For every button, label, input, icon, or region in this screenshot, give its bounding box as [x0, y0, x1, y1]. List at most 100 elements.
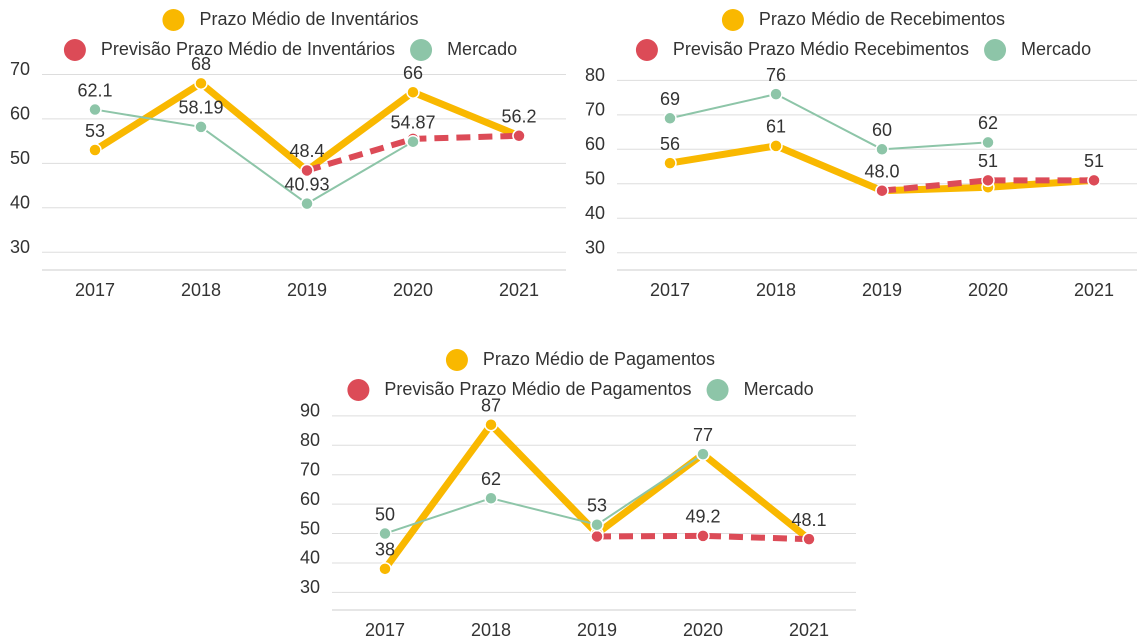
chart: 30 40 50 60 70 2017 2018 2019 2020 2021 Prazo Médi… [10, 9, 566, 300]
data-label: 48.1 [791, 510, 826, 530]
data-label: 62 [978, 113, 998, 133]
data-point [875, 142, 889, 157]
data-label: 51 [1084, 151, 1104, 171]
legend-marker [706, 379, 729, 401]
data-label: 69 [660, 89, 680, 109]
data-point [769, 139, 783, 153]
data-point [378, 562, 392, 576]
y-tick-label: 90 [300, 401, 320, 421]
y-tick-label: 30 [585, 238, 605, 258]
x-tick-label: 2020 [968, 280, 1008, 300]
data-label: 53 [85, 121, 105, 141]
legend-label: Prazo Médio de Recebimentos [759, 9, 1005, 29]
y-tick-label: 70 [300, 459, 320, 479]
data-label: 68 [191, 54, 211, 74]
y-tick-label: 80 [585, 65, 605, 85]
x-tick-label: 2021 [499, 280, 539, 300]
data-point [300, 196, 314, 211]
x-tick-label: 2018 [471, 620, 511, 639]
data-point [484, 491, 498, 505]
legend-label: Prazo Médio de Inventários [199, 9, 418, 29]
y-tick-label: 50 [300, 518, 320, 538]
y-tick-label: 40 [10, 193, 30, 213]
data-point [696, 447, 710, 461]
data-label: 49.2 [685, 507, 720, 527]
legend-marker [347, 379, 370, 401]
data-point [194, 76, 208, 91]
series-line [94, 108, 414, 205]
data-label: 40.93 [284, 174, 329, 194]
data-label: 54.87 [390, 112, 435, 132]
data-point [484, 417, 498, 432]
y-tick-label: 30 [10, 237, 30, 257]
data-label: 56.2 [501, 107, 536, 127]
data-label: 66 [403, 63, 423, 83]
x-tick-label: 2020 [393, 280, 433, 300]
data-point [88, 102, 102, 117]
y-tick-label: 60 [585, 134, 605, 154]
legend-label: Previsão Prazo Médio de Pagamentos [384, 379, 691, 399]
x-tick-label: 2018 [756, 280, 796, 300]
data-point [875, 183, 889, 198]
data-label: 50 [375, 504, 395, 524]
data-label: 61 [766, 117, 786, 137]
data-label: 77 [693, 425, 713, 445]
x-tick-label: 2018 [181, 280, 221, 300]
y-tick-label: 70 [585, 100, 605, 120]
y-tick-label: 30 [300, 577, 320, 597]
chart: 30 40 50 60 70 80 90 2017 2018 2019 2020 2021 Prazo … [300, 349, 856, 639]
legend-marker [721, 9, 744, 31]
data-point [300, 163, 314, 178]
data-point [769, 87, 783, 101]
legend-marker [445, 349, 468, 371]
data-label: 76 [766, 65, 786, 85]
series-line [596, 532, 810, 543]
data-point [802, 532, 816, 546]
data-label: 62 [481, 469, 501, 489]
x-tick-label: 2019 [862, 280, 902, 300]
legend-marker [63, 39, 86, 61]
series-line [669, 93, 989, 151]
legend-marker [410, 39, 433, 61]
data-point [663, 111, 677, 126]
series-line [881, 177, 1094, 194]
data-label: 51 [978, 151, 998, 171]
legend-marker [162, 9, 185, 31]
data-point [663, 156, 677, 170]
x-tick-label: 2019 [577, 620, 617, 639]
data-point [981, 173, 995, 188]
legend-label: Mercado [447, 39, 517, 59]
y-tick-label: 60 [10, 104, 30, 124]
y-tick-label: 50 [10, 148, 30, 168]
data-label: 87 [481, 395, 501, 415]
data-point [406, 85, 420, 99]
data-label: 62.1 [77, 80, 112, 100]
y-tick-label: 40 [300, 548, 320, 568]
data-point [378, 526, 392, 541]
legend-label: Previsão Prazo Médio de Inventários [101, 39, 395, 59]
data-point [194, 120, 208, 134]
data-label: 48.0 [864, 161, 899, 181]
data-point [590, 517, 604, 532]
data-label: 58.19 [178, 98, 223, 118]
x-tick-label: 2017 [650, 280, 690, 300]
legend-marker [984, 39, 1007, 61]
legend-label: Prazo Médio de Pagamentos [483, 349, 715, 369]
x-tick-label: 2021 [1074, 280, 1114, 300]
data-label: 60 [872, 120, 892, 140]
legend-label: Previsão Prazo Médio Recebimentos [673, 39, 969, 59]
data-point [696, 529, 710, 543]
legend-marker [635, 39, 658, 61]
series-line [384, 453, 704, 535]
chart: 30 40 50 60 70 80 2017 2018 2019 2020 2021 Prazo Mé… [585, 9, 1137, 300]
y-tick-label: 50 [585, 169, 605, 189]
x-tick-label: 2020 [683, 620, 723, 639]
data-label: 48.4 [289, 141, 324, 161]
y-tick-label: 80 [300, 430, 320, 450]
x-tick-label: 2021 [789, 620, 829, 639]
data-point [590, 529, 604, 544]
data-point [406, 134, 420, 149]
data-label: 38 [375, 540, 395, 560]
data-point [981, 135, 995, 150]
